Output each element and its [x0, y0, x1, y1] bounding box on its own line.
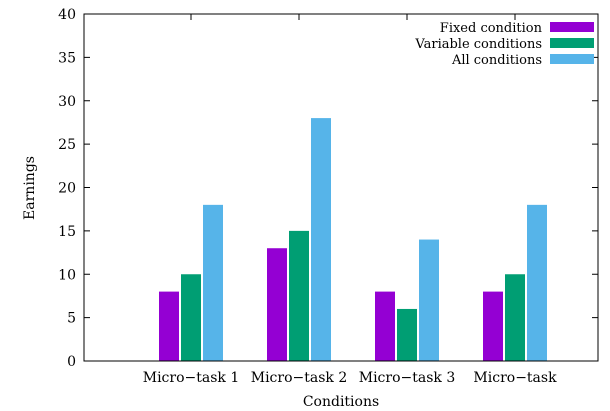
x-axis-ticks: Micro−task 1 Micro−task 2 Micro−task 3 Micr… — [143, 14, 557, 386]
bar-1 — [267, 248, 287, 361]
bar-2 — [397, 308, 417, 361]
bar-2 — [181, 274, 201, 361]
legend-label: Variable conditions — [414, 37, 542, 52]
legend-swatch — [550, 38, 594, 48]
y-tick-label: 20 — [58, 181, 76, 197]
x-tick-label: Micro−task 1 — [143, 370, 240, 386]
y-tick-label: 0 — [67, 354, 76, 370]
y-tick-label: 30 — [58, 94, 76, 110]
legend-label: Fixed condition — [440, 21, 543, 36]
legend-swatch — [550, 54, 594, 64]
bar-1 — [159, 291, 179, 361]
bar-3 — [419, 239, 439, 361]
x-tick-label: Micro−task 2 — [251, 370, 348, 386]
x-axis-title: Conditions — [303, 394, 379, 410]
bar-2 — [505, 274, 525, 361]
bar-3 — [527, 204, 547, 361]
x-tick-label: Micro−task 3 — [359, 370, 456, 386]
bar-3 — [203, 204, 223, 361]
bar-1 — [375, 291, 395, 361]
x-tick-label: Micro−task — [473, 370, 557, 386]
legend-swatch — [550, 22, 594, 32]
legend-label: All conditions — [451, 53, 542, 68]
plot-frame — [83, 13, 599, 362]
y-axis-ticks: 0 5 10 15 20 25 30 35 40 — [58, 7, 598, 370]
bar-2 — [289, 230, 309, 361]
y-tick-label: 35 — [58, 50, 76, 66]
y-tick-label: 40 — [58, 7, 76, 23]
bars — [159, 118, 547, 361]
bar-3 — [311, 118, 331, 361]
y-tick-label: 15 — [58, 224, 76, 240]
y-tick-label: 10 — [58, 267, 76, 283]
y-tick-label: 5 — [67, 311, 76, 327]
y-axis-title: Earnings — [22, 156, 38, 220]
y-tick-label: 25 — [58, 137, 76, 153]
bar-1 — [483, 291, 503, 361]
